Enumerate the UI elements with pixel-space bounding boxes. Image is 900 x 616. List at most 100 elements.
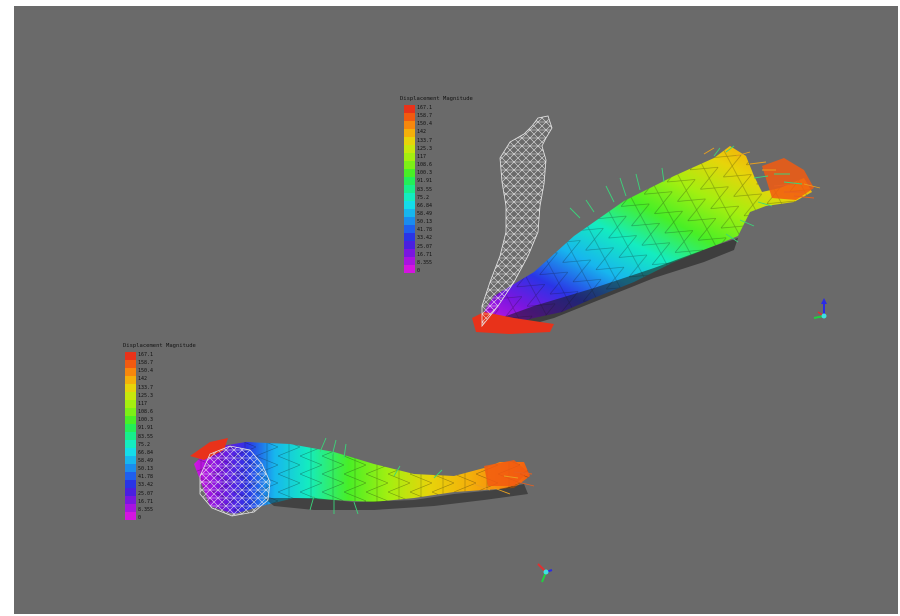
colorbar-swatch xyxy=(125,360,136,368)
colorbar-tick-label: 83.55 xyxy=(138,433,154,440)
colorbar-tick-label: 25.07 xyxy=(417,243,433,250)
colorbar-swatch xyxy=(404,225,415,233)
colorbar-swatch xyxy=(404,233,415,241)
colorbar xyxy=(125,352,136,520)
wireframe-undeformed-top xyxy=(481,115,553,328)
colorbar-swatch xyxy=(404,177,415,185)
colorbar-swatch xyxy=(404,145,415,153)
legend-top: Displacement Magnitude 167.1 158.7 150.4 14… xyxy=(400,96,490,276)
colorbar-swatch xyxy=(125,400,136,408)
colorbar-tick-label: 8.355 xyxy=(417,259,433,266)
colorbar-tick-label: 8.355 xyxy=(138,506,154,513)
colorbar-tick-label: 50.13 xyxy=(417,219,433,226)
3d-viewport[interactable]: Displacement Magnitude 167.1 158.7 150.4 14… xyxy=(14,6,898,614)
colorbar-tick-label: 33.42 xyxy=(417,235,433,242)
colorbar-tick-label: 150.4 xyxy=(138,368,154,375)
wireframe-undeformed-bottom xyxy=(199,445,271,517)
colorbar-tick-label: 125.3 xyxy=(138,392,154,399)
colorbar-tick-label: 75.2 xyxy=(417,194,430,201)
colorbar-tick-label: 91.91 xyxy=(138,425,154,432)
scene-canvas xyxy=(190,115,827,583)
colorbar-swatch xyxy=(125,392,136,400)
colorbar-tick-label: 41.78 xyxy=(138,474,154,481)
colorbar-tick-label: 0 xyxy=(138,515,142,522)
colorbar-swatch xyxy=(404,129,415,137)
colorbar-swatch xyxy=(125,384,136,392)
colorbar-swatch xyxy=(125,504,136,512)
colorbar-swatch xyxy=(404,241,415,249)
colorbar-tick-label: 158.7 xyxy=(138,360,154,367)
colorbar-tick-label: 167.1 xyxy=(138,352,154,358)
colorbar-tick-label: 117 xyxy=(138,400,148,407)
colorbar-swatch xyxy=(404,257,415,265)
colorbar-tick-label: 83.55 xyxy=(417,186,433,193)
colorbar-swatch xyxy=(125,456,136,464)
colorbar-tick-label: 167.1 xyxy=(417,105,433,111)
colorbar-swatch xyxy=(125,496,136,504)
colorbar-tick-label: 58.49 xyxy=(138,458,154,465)
colorbar-tick-label: 142 xyxy=(417,129,427,136)
colorbar-swatch xyxy=(125,512,136,520)
colorbar-swatch xyxy=(125,432,136,440)
colorbar-swatch xyxy=(404,209,415,217)
colorbar-swatch xyxy=(125,424,136,432)
legend-bottom: Displacement Magnitude 167.1 158.7 150.4 14… xyxy=(123,343,213,523)
colorbar-tick-label: 66.84 xyxy=(138,449,154,456)
colorbar-tick-label: 125.3 xyxy=(417,145,433,152)
colorbar-tick-label: 25.07 xyxy=(138,490,154,497)
colorbar-tick-label: 16.71 xyxy=(417,251,433,258)
colorbar-swatch xyxy=(125,376,136,384)
colorbar-tick-label: 158.7 xyxy=(417,113,433,120)
colorbar-tick-label: 0 xyxy=(417,268,421,275)
colorbar-tick-label: 75.2 xyxy=(138,441,151,448)
axis-triad-icon xyxy=(813,298,827,319)
colorbar-swatch xyxy=(404,137,415,145)
colorbar-swatch xyxy=(125,368,136,376)
colorbar-swatch xyxy=(125,480,136,488)
colorbar-swatch xyxy=(404,105,415,113)
colorbar-swatch xyxy=(404,113,415,121)
colorbar-tick-label: 133.7 xyxy=(138,384,154,391)
colorbar-tick-label: 50.13 xyxy=(138,466,154,473)
colorbar-tick-label: 108.6 xyxy=(138,409,154,416)
colorbar-tick-label: 133.7 xyxy=(417,137,433,144)
colorbar-swatch xyxy=(404,265,415,273)
colorbar-tick-label: 16.71 xyxy=(138,498,154,505)
colorbar-swatch xyxy=(125,440,136,448)
colorbar-tick-label: 100.3 xyxy=(417,170,433,177)
colorbar-swatch xyxy=(404,153,415,161)
colorbar-swatch xyxy=(404,193,415,201)
colorbar-swatch xyxy=(404,217,415,225)
colorbar-tick-label: 58.49 xyxy=(417,211,433,218)
colorbar-swatch xyxy=(404,169,415,177)
colorbar-swatch xyxy=(125,464,136,472)
colorbar-swatch xyxy=(125,352,136,360)
colorbar-tick-label: 142 xyxy=(138,376,148,383)
colorbar xyxy=(404,105,415,273)
colorbar-tick-label: 100.3 xyxy=(138,417,154,424)
vector-glyphs-top xyxy=(569,145,821,243)
colorbar-tick-label: 91.91 xyxy=(417,178,433,185)
colorbar-tick-label: 150.4 xyxy=(417,121,433,128)
deformed-mesh-top xyxy=(472,146,814,334)
colorbar-swatch xyxy=(125,472,136,480)
deformed-mesh-bottom xyxy=(190,438,530,514)
colorbar-swatch xyxy=(404,121,415,129)
vector-glyphs-bottom xyxy=(309,437,535,515)
colorbar-swatch xyxy=(125,488,136,496)
colorbar-swatch xyxy=(404,249,415,257)
colorbar-swatch xyxy=(404,201,415,209)
legend-title: Displacement Magnitude xyxy=(123,343,196,349)
colorbar-tick-label: 66.84 xyxy=(417,202,433,209)
legend-title: Displacement Magnitude xyxy=(400,96,473,102)
colorbar-tick-label: 117 xyxy=(417,153,427,160)
colorbar-tick-label: 33.42 xyxy=(138,482,154,489)
colorbar-swatch xyxy=(125,448,136,456)
colorbar-swatch xyxy=(404,185,415,193)
colorbar-swatch xyxy=(404,161,415,169)
colorbar-tick-label: 41.78 xyxy=(417,227,433,234)
colorbar-tick-label: 108.6 xyxy=(417,162,433,169)
axis-triad-icon xyxy=(537,563,553,583)
colorbar-swatch xyxy=(125,416,136,424)
colorbar-swatch xyxy=(125,408,136,416)
